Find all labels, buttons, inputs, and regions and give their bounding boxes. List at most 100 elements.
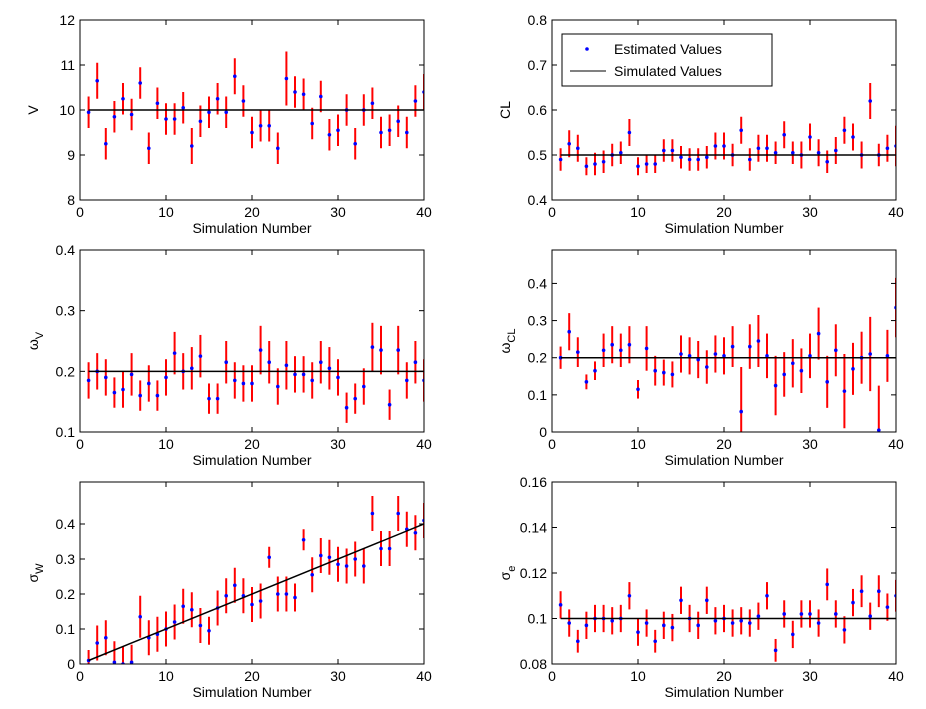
y-tick-label: 10 (59, 102, 75, 118)
estimate-dot (336, 375, 340, 380)
y-axis-label: σW (25, 563, 46, 583)
estimate-dot (104, 375, 108, 380)
y-tick-label: 0.4 (56, 242, 76, 258)
estimate-dot (868, 99, 872, 103)
estimate-dot (748, 621, 752, 625)
y-tick-label: 0 (539, 424, 547, 440)
estimate-dot (379, 546, 383, 551)
estimate-dot (129, 372, 134, 377)
x-axis-label: Simulation Number (664, 220, 783, 236)
x-tick-label: 10 (630, 668, 646, 684)
estimate-dot (576, 350, 580, 354)
estimate-dot (104, 635, 108, 640)
estimate-dot (104, 141, 108, 146)
estimate-dot (198, 623, 203, 628)
estimate-dot (353, 557, 358, 561)
estimate-dot (713, 352, 718, 356)
estimate-dot (816, 621, 821, 625)
estimate-dot (687, 157, 692, 162)
estimate-dot (773, 383, 778, 388)
estimate-dot (687, 354, 692, 358)
estimate-dot (593, 162, 597, 166)
y-tick-label: 0.3 (528, 313, 548, 329)
y-axis-label: ωCL (497, 329, 518, 354)
x-tick-label: 0 (548, 436, 556, 452)
estimate-dot (387, 128, 392, 133)
x-axis-label: Simulation Number (192, 684, 311, 700)
estimate-dot (293, 595, 297, 600)
estimate-dot (267, 360, 272, 365)
estimate-dot (224, 593, 228, 598)
estimate-dot (851, 367, 855, 371)
estimate-dot (885, 354, 890, 358)
estimate-dot (816, 150, 821, 155)
estimate-dot (576, 639, 580, 644)
estimate-dot (662, 623, 666, 628)
x-tick-label: 40 (888, 668, 904, 684)
x-tick-label: 10 (158, 204, 174, 220)
estimate-dot (379, 130, 383, 135)
estimate-dot (172, 117, 177, 121)
estimate-dot (301, 537, 306, 542)
estimate-dot (679, 352, 683, 356)
estimate-dot (859, 589, 864, 593)
estimate-dot (370, 345, 375, 349)
estimate-dot (319, 360, 323, 365)
estimate-dot (756, 614, 761, 619)
plot-area (558, 568, 896, 662)
estimate-dot (293, 90, 297, 94)
y-tick-label: 0 (67, 656, 75, 672)
estimate-dot (336, 562, 340, 567)
estimate-dot (730, 344, 735, 349)
estimate-dot (172, 351, 177, 355)
estimate-dot (627, 342, 632, 347)
y-label-sub: CL (506, 329, 518, 343)
estimate-dot (653, 368, 657, 373)
estimate-dot (765, 354, 769, 358)
estimate-dot (396, 348, 401, 352)
y-label-sub: e (506, 566, 518, 572)
estimate-dot (207, 396, 211, 401)
x-tick-label: 0 (76, 436, 84, 452)
estimate-dot (799, 368, 804, 373)
x-tick-label: 20 (716, 204, 732, 220)
x-tick-label: 10 (630, 204, 646, 220)
estimate-dot (644, 162, 649, 166)
x-tick-label: 20 (716, 436, 732, 452)
plot-area (558, 277, 896, 432)
y-tick-label: 11 (60, 57, 75, 73)
estimate-dot (112, 114, 117, 119)
y-tick-label: 0.3 (56, 303, 76, 319)
estimate-dot (842, 389, 847, 393)
estimate-dot (877, 428, 881, 432)
y-tick-label: 0.1 (528, 611, 548, 627)
estimate-dot (405, 378, 409, 383)
legend-label: Estimated Values (614, 41, 722, 57)
estimate-dot (147, 146, 151, 151)
estimate-dot (782, 132, 786, 137)
x-tick-label: 40 (888, 436, 904, 452)
x-tick-label: 0 (76, 668, 84, 684)
x-axis-label: Simulation Number (664, 452, 783, 468)
y-label-main: σ (497, 571, 513, 580)
plot-area (86, 496, 424, 664)
y-tick-label: 0.4 (528, 192, 548, 208)
estimate-dot (138, 393, 142, 398)
estimate-dot (868, 614, 872, 619)
estimate-dot (722, 354, 726, 358)
estimate-dot (885, 146, 890, 151)
estimate-dot (808, 354, 812, 358)
estimate-dot (816, 331, 821, 336)
estimate-dot (293, 372, 297, 377)
x-tick-label: 0 (76, 204, 84, 220)
estimate-dot (584, 164, 589, 169)
estimate-dot (834, 148, 838, 153)
estimate-dot (267, 555, 272, 560)
estimate-dot (310, 572, 315, 577)
estimate-dot (233, 74, 237, 79)
x-tick-label: 40 (416, 204, 432, 220)
x-tick-label: 20 (244, 668, 260, 684)
estimate-dot (215, 396, 220, 401)
estimate-dot (396, 119, 401, 124)
